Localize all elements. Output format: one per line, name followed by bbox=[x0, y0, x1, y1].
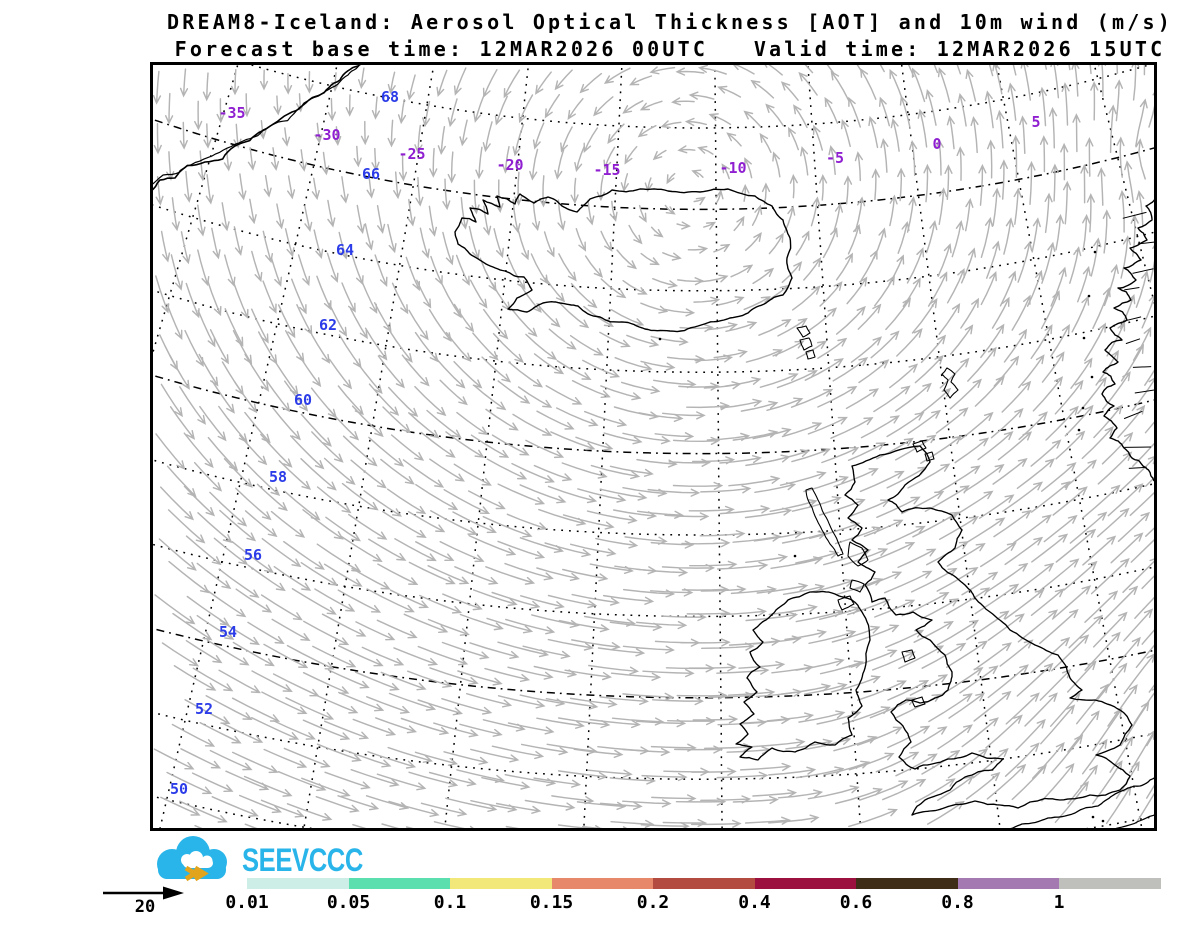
legend-segment bbox=[348, 878, 450, 889]
france-coast bbox=[1007, 776, 1155, 829]
aot-legend: 0.01 0.05 0.1 0.15 0.2 0.4 0.6 0.8 1 bbox=[225, 878, 1187, 920]
latitude-label: 64 bbox=[336, 241, 354, 259]
longitude-label: -30 bbox=[313, 126, 340, 144]
small-island bbox=[1087, 294, 1091, 298]
great-britain-coast bbox=[844, 445, 1133, 816]
legend-value-label: 0.6 bbox=[839, 892, 873, 913]
norway-fjord bbox=[1137, 241, 1155, 245]
seevccc-logo-text: SEEVCCC bbox=[242, 841, 363, 878]
legend-segment bbox=[653, 878, 755, 889]
longitude-label: -20 bbox=[496, 156, 523, 174]
small-island bbox=[1093, 250, 1097, 254]
seevccc-cloud-icon bbox=[157, 836, 227, 882]
legend-segment bbox=[754, 878, 856, 889]
norway-fjord bbox=[1124, 287, 1140, 291]
norway-fjord bbox=[1122, 211, 1147, 219]
legend-value-label: 0.1 bbox=[433, 892, 467, 913]
faroe-islands bbox=[799, 337, 813, 351]
legend-segment bbox=[856, 878, 958, 889]
legend-segment bbox=[957, 878, 1059, 889]
shetland bbox=[941, 367, 959, 399]
map-subtitle: Forecast base time: 12MAR2026 00UTC Vali… bbox=[174, 37, 1166, 61]
latitude-label: 60 bbox=[294, 391, 312, 409]
faroe-islands bbox=[796, 325, 811, 338]
legend-segment bbox=[450, 878, 552, 889]
small-island bbox=[1081, 406, 1085, 410]
seevccc-logo: SEEVCCC bbox=[146, 834, 393, 884]
wind-scale-label: 20 bbox=[134, 897, 156, 917]
skye bbox=[847, 541, 869, 567]
greenland-coast bbox=[152, 64, 363, 186]
small-island bbox=[1091, 815, 1095, 819]
anglesey bbox=[911, 696, 926, 708]
outer-hebrides bbox=[805, 487, 844, 557]
legend-segment bbox=[247, 878, 349, 889]
small-island bbox=[1090, 375, 1094, 379]
small-island bbox=[658, 337, 662, 341]
small-island bbox=[1077, 428, 1081, 432]
longitude-label: -5 bbox=[826, 149, 844, 167]
norway-fjord bbox=[1122, 316, 1142, 322]
islay bbox=[837, 595, 855, 611]
legend-segment bbox=[1059, 878, 1161, 889]
legend-value-label: 0.01 bbox=[225, 892, 269, 913]
legend-value-label: 0.2 bbox=[636, 892, 670, 913]
norway-fjord bbox=[1128, 466, 1147, 469]
norway-fjord bbox=[1132, 366, 1152, 368]
longitude-label: -35 bbox=[218, 104, 245, 122]
latitude-label: 68 bbox=[381, 88, 399, 106]
mull bbox=[849, 579, 865, 593]
latitude-label: 62 bbox=[319, 316, 337, 334]
norway-fjord bbox=[1134, 389, 1155, 394]
legend-value-label: 0.15 bbox=[529, 892, 574, 913]
latitude-label: 50 bbox=[170, 780, 188, 798]
ireland-coast bbox=[735, 590, 871, 761]
isle-of-man bbox=[901, 649, 916, 663]
small-island bbox=[1082, 336, 1086, 340]
map-border bbox=[150, 62, 1157, 831]
norway-fjord bbox=[1132, 268, 1154, 274]
orkney bbox=[912, 440, 927, 453]
wind-scale: 20 bbox=[100, 884, 190, 917]
norway-fjord bbox=[1123, 410, 1143, 420]
norway-coast bbox=[1101, 197, 1155, 483]
faroe-islands bbox=[805, 349, 816, 360]
latitude-label: 54 bbox=[219, 623, 237, 641]
legend-value-label: 0.8 bbox=[941, 892, 974, 913]
title-block: DREAM8-Iceland: Aerosol Optical Thicknes… bbox=[152, 9, 1188, 63]
legend-value-label: 0.05 bbox=[326, 892, 371, 913]
small-island bbox=[793, 554, 797, 558]
latitude-label: 52 bbox=[195, 700, 213, 718]
legend-value-label: 0.4 bbox=[738, 892, 771, 913]
longitude-label: -10 bbox=[719, 159, 746, 177]
coastlines bbox=[152, 64, 1155, 829]
wind-scale-arrow-icon bbox=[103, 886, 184, 900]
legend-segment bbox=[551, 878, 653, 889]
latitude-label: 56 bbox=[244, 546, 262, 564]
norway-fjord bbox=[1125, 338, 1141, 345]
longitude-label: -25 bbox=[398, 145, 425, 163]
longitude-label: -15 bbox=[593, 161, 620, 179]
latitude-label: 66 bbox=[362, 165, 380, 183]
map-title: DREAM8-Iceland: Aerosol Optical Thicknes… bbox=[167, 10, 1173, 34]
legend-value-label: 1 bbox=[1053, 892, 1065, 913]
longitude-label: 0 bbox=[932, 135, 941, 153]
iceland-coast bbox=[454, 188, 793, 333]
orkney bbox=[924, 451, 935, 462]
wind-field bbox=[152, 64, 1155, 829]
small-island bbox=[1101, 819, 1105, 823]
latitude-label: 58 bbox=[269, 468, 287, 486]
longitude-label: 5 bbox=[1031, 113, 1040, 131]
